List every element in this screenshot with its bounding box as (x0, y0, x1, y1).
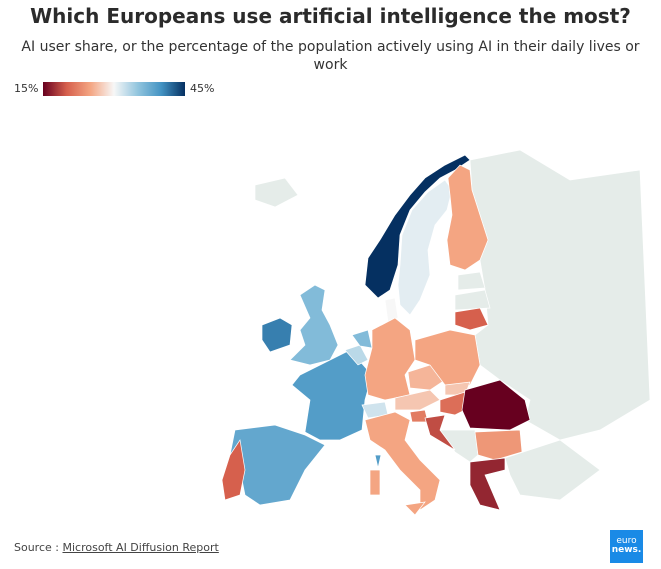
europe-map (221, 149, 651, 516)
country-region-de (364, 317, 416, 401)
country-region-no (364, 154, 471, 299)
country-region-pt (221, 439, 246, 501)
source-link[interactable]: Microsoft AI Diffusion Report (62, 541, 219, 554)
country-region-corsica (374, 454, 382, 469)
legend-min-label: 15% (14, 82, 39, 95)
country-region-fi (446, 164, 489, 271)
country-region-dk (384, 297, 399, 323)
no-data-region (439, 429, 479, 463)
legend-max-label: 45% (190, 82, 215, 95)
country-region-gb (289, 284, 339, 366)
country-region-ro (461, 379, 531, 431)
country-region-se (397, 179, 453, 316)
source-prefix: Source : (14, 541, 63, 554)
no-data-region (504, 439, 601, 501)
country-region-it (364, 411, 441, 511)
logo-line2: news. (611, 545, 642, 555)
chart-subtitle: AI user share, or the percentage of the … (21, 39, 640, 73)
country-region-hr (424, 414, 456, 451)
euronews-logo: euro news. (610, 530, 643, 563)
country-region-nl (351, 329, 373, 349)
no-data-region (457, 271, 486, 291)
country-region-lt (454, 307, 489, 331)
country-region-sardinia (369, 469, 381, 496)
source-note: Source : Microsoft AI Diffusion Report (14, 541, 219, 554)
country-region-gr (469, 457, 506, 511)
logo-line1: euro (616, 536, 637, 546)
no-data-region (254, 177, 299, 208)
country-region-bg (474, 429, 523, 461)
country-region-ie (261, 317, 293, 353)
chart-title: Which Europeans use artificial intellige… (30, 4, 631, 28)
country-region-at (394, 389, 441, 411)
country-region-pl (414, 329, 481, 386)
country-region-sicily (404, 501, 426, 516)
no-data-region (454, 289, 491, 311)
country-region-be (344, 344, 369, 366)
legend-gradient (43, 82, 185, 96)
